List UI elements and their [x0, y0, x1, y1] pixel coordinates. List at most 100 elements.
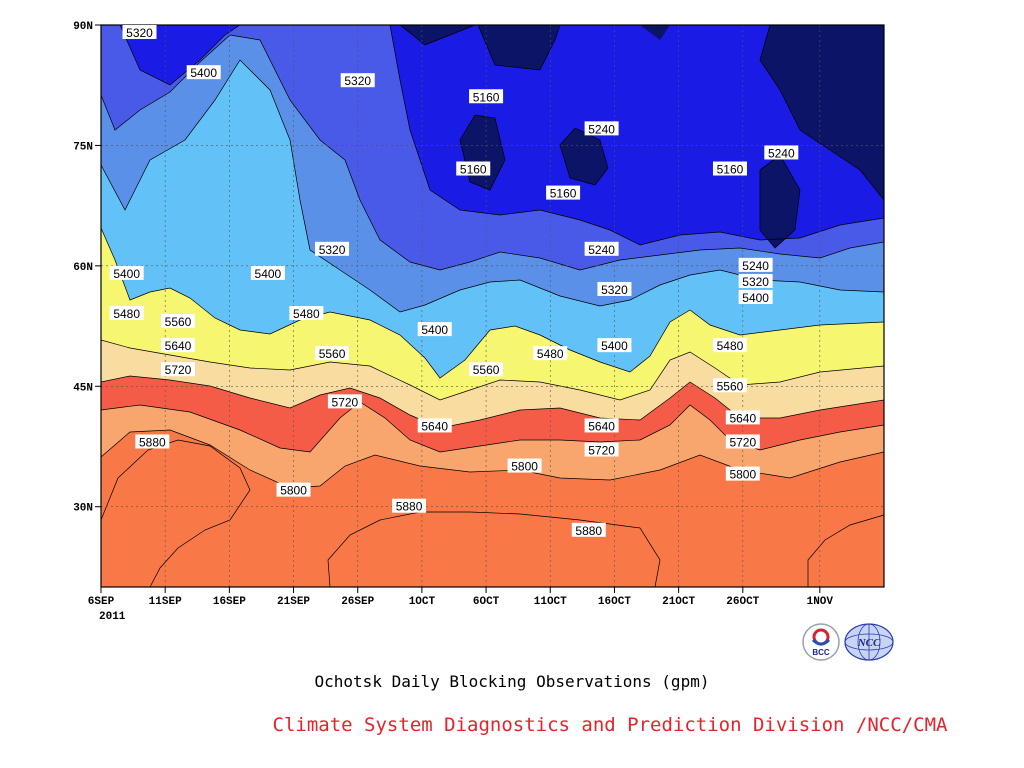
contour-label: 5560	[712, 378, 747, 393]
svg-text:5320: 5320	[319, 243, 346, 257]
contour-label: 5400	[738, 289, 773, 305]
svg-text:5560: 5560	[717, 379, 744, 393]
contour-label: 5640	[584, 418, 619, 433]
svg-text:5720: 5720	[729, 435, 756, 449]
chart-title: Ochotsk Daily Blocking Observations (gpm…	[314, 672, 710, 691]
contour-line	[101, 34, 884, 271]
svg-text:5400: 5400	[190, 66, 217, 80]
contour-label: 5640	[161, 338, 196, 353]
y-tick-label: 45N	[73, 382, 93, 394]
x-tick-label: 1OCT	[409, 596, 436, 608]
svg-text:5640: 5640	[729, 411, 756, 425]
svg-text:5160: 5160	[717, 163, 744, 177]
x-tick-label: 1NOV	[807, 596, 834, 608]
contour-label: 5720	[327, 394, 362, 409]
fill-band-5160-inner	[120, 25, 884, 245]
svg-text:5640: 5640	[421, 419, 448, 433]
contour-fills	[101, 25, 884, 587]
svg-text:5320: 5320	[742, 275, 769, 289]
svg-text:5720: 5720	[332, 395, 359, 409]
svg-text:5800: 5800	[511, 460, 538, 474]
svg-text:5720: 5720	[165, 363, 192, 377]
fill-band-5160-5240	[101, 25, 884, 270]
svg-text:5400: 5400	[742, 291, 769, 305]
logos: BCC NCC	[801, 622, 896, 667]
svg-text:5160: 5160	[460, 163, 487, 177]
x-tick-label: 21OCT	[662, 596, 695, 608]
svg-text:5400: 5400	[113, 267, 140, 281]
svg-text:5640: 5640	[165, 339, 192, 353]
x-tick-label: 6OCT	[473, 596, 500, 608]
contour-label: 5320	[340, 73, 375, 88]
contour-label: 5640	[725, 410, 760, 425]
contour-label: 5800	[507, 458, 542, 474]
svg-text:BCC: BCC	[812, 648, 830, 657]
x-tick-label: 16OCT	[598, 596, 631, 608]
contour-label: 5560	[469, 362, 504, 377]
x-axis: 6SEP 11SEP 16SEP 21SEP 26SEP 1OCT 6OCT 11OCT 16O…	[88, 587, 834, 608]
contour-line	[559, 127, 609, 186]
contour-line	[759, 25, 884, 201]
contour-label: 5400	[250, 265, 285, 281]
svg-text:5640: 5640	[588, 419, 615, 433]
svg-text:NCC: NCC	[857, 637, 881, 649]
contour-line	[327, 511, 661, 587]
svg-text:5880: 5880	[139, 435, 166, 449]
svg-text:5720: 5720	[588, 444, 615, 458]
contour-label: 5400	[417, 322, 452, 337]
svg-text:5560: 5560	[473, 363, 500, 377]
contour-label: 5160	[469, 89, 504, 104]
contour-label: 5240	[738, 257, 773, 273]
y-tick-label: 90N	[73, 21, 93, 33]
x-tick-label: 26SEP	[341, 596, 374, 608]
y-axis: 30N 45N 60N 75N 90N	[73, 21, 101, 515]
fill-band-5240-5320	[101, 35, 884, 312]
contour-label: 5720	[725, 434, 760, 449]
fill-band-5560-5640	[101, 376, 884, 452]
contour-line	[101, 439, 251, 587]
x-tick-label: 16SEP	[213, 596, 246, 608]
svg-text:5160: 5160	[550, 187, 577, 201]
contour-label: 5240	[764, 145, 799, 160]
contour-label: 5640	[417, 418, 452, 433]
x-tick-label: 11SEP	[149, 596, 182, 608]
x-tick-label: 26OCT	[726, 596, 759, 608]
y-tick-label: 60N	[73, 262, 93, 274]
contour-label: 5800	[276, 482, 311, 498]
contour-label: 5480	[533, 346, 568, 361]
svg-text:5320: 5320	[601, 283, 628, 297]
contour-label: 5880	[392, 498, 427, 514]
svg-text:5240: 5240	[588, 243, 615, 257]
ncc-logo: NCC	[844, 623, 894, 661]
contour-label: 5160	[456, 161, 491, 177]
contour-label: 5560	[315, 346, 350, 361]
y-tick-label: 75N	[73, 141, 93, 153]
contour-line	[389, 25, 884, 246]
contour-line	[101, 339, 884, 401]
fill-band-5400-5480	[101, 228, 884, 400]
fill-band-5720-5800	[101, 430, 884, 587]
contour-label: 5320	[738, 273, 773, 289]
svg-text:5480: 5480	[717, 339, 744, 353]
contour-label: 5320	[315, 241, 350, 257]
svg-text:5880: 5880	[396, 500, 423, 514]
svg-text:5560: 5560	[319, 347, 346, 361]
contour-label: 5240	[584, 121, 619, 136]
contour-label: 5800	[725, 466, 760, 482]
contour-label: 5480	[109, 306, 144, 321]
contour-label: 5400	[597, 338, 632, 353]
svg-text:5240: 5240	[742, 259, 769, 273]
svg-text:5480: 5480	[293, 307, 320, 321]
svg-text:5560: 5560	[165, 315, 192, 329]
x-tick-label: 11OCT	[534, 596, 567, 608]
svg-text:5240: 5240	[768, 146, 795, 160]
svg-text:5240: 5240	[588, 122, 615, 136]
contour-label: 5160	[546, 185, 581, 201]
contour-line	[101, 59, 884, 313]
contour-label: 5400	[109, 265, 144, 281]
svg-text:5320: 5320	[126, 26, 153, 40]
svg-text:5160: 5160	[473, 90, 500, 104]
contour-line	[459, 114, 506, 191]
contour-labels: 5320 5400 5320 5160 5240 5160 5160 5240 5160 5320…	[109, 25, 799, 538]
